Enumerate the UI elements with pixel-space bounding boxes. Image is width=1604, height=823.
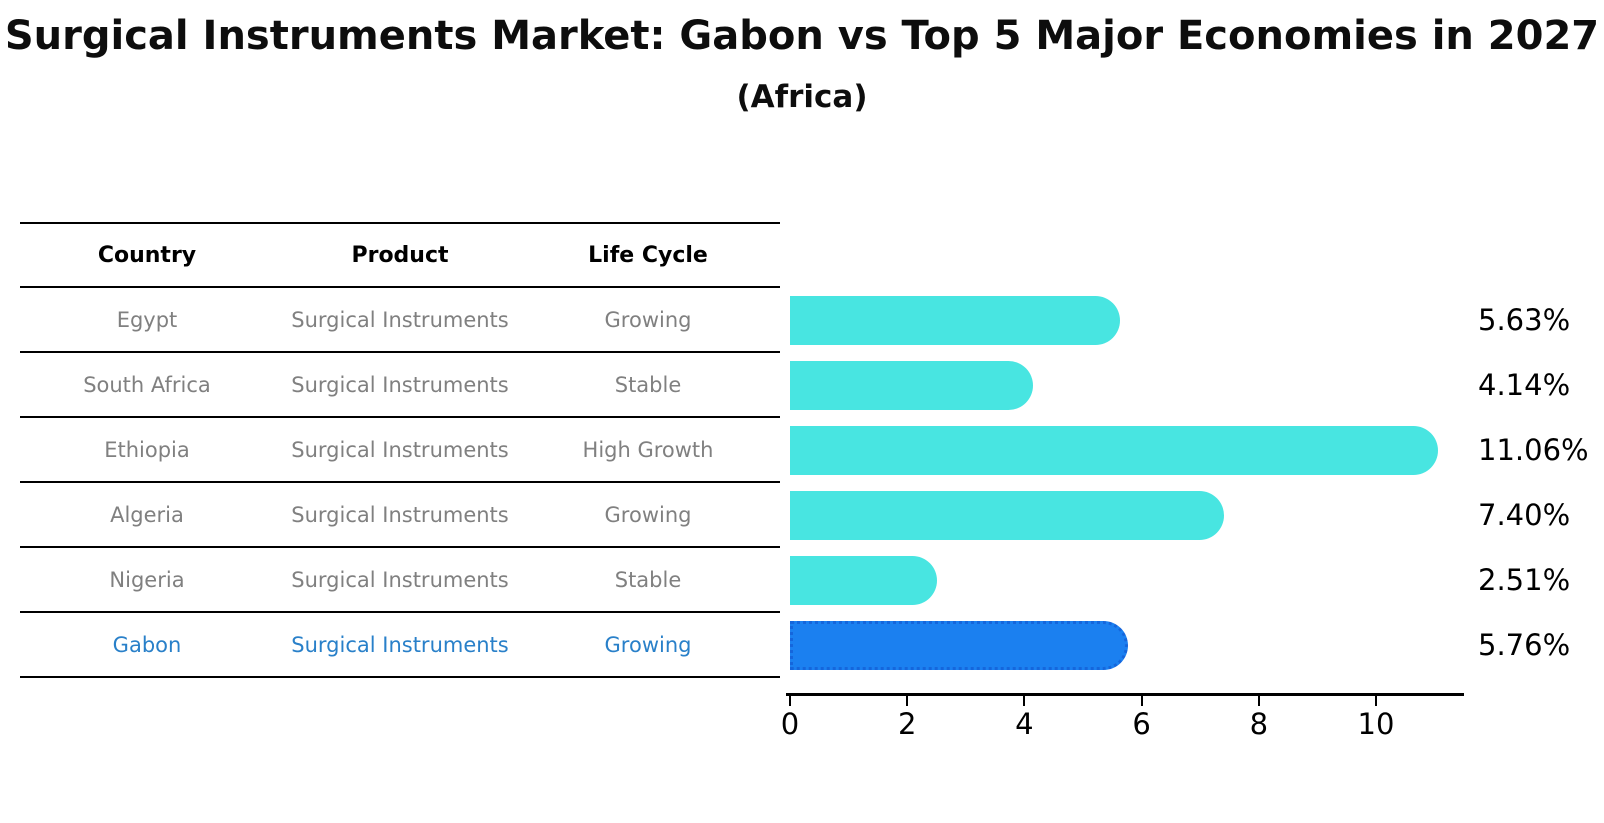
chart-title: Surgical Instruments Market: Gabon vs To…	[4, 13, 1600, 59]
x-tick-6	[1140, 696, 1143, 706]
cell-life-cycle-ethiopia: High Growth	[582, 437, 714, 462]
table-row-egypt: Egypt Surgical Instruments Growing	[20, 288, 780, 353]
bar-row-algeria: 7.40%	[790, 483, 1604, 548]
cell-life-cycle-gabon: Growing	[604, 632, 692, 657]
bar-row-egypt: 5.63%	[790, 288, 1604, 353]
chart-subtitle: (Africa)	[736, 79, 868, 115]
cell-country-ethiopia: Ethiopia	[104, 437, 190, 462]
value-label-ethiopia: 11.06%	[1478, 433, 1589, 467]
value-label-algeria: 7.40%	[1478, 498, 1571, 532]
bar-row-ethiopia: 11.06%	[790, 418, 1604, 483]
cell-life-cycle-south-africa: Stable	[614, 372, 682, 397]
bar-south-africa	[790, 361, 1033, 410]
x-tick-label-2: 2	[897, 707, 917, 741]
cell-country-south-africa: South Africa	[83, 372, 211, 397]
table-row-ethiopia: Ethiopia Surgical Instruments High Growth	[20, 418, 780, 483]
table-row-south-africa: South Africa Surgical Instruments Stable	[20, 353, 780, 418]
bar-row-south-africa: 4.14%	[790, 353, 1604, 418]
cell-country-gabon: Gabon	[112, 632, 182, 657]
value-label-south-africa: 4.14%	[1478, 368, 1571, 402]
x-axis-line	[786, 693, 1464, 696]
cell-product-gabon: Surgical Instruments	[291, 632, 509, 657]
cell-country-nigeria: Nigeria	[109, 567, 185, 592]
bar-ethiopia	[790, 426, 1439, 475]
bar-plot: 0 2 4 6 8 10 5.63% 4.14% 11.06% 7.40% 2.51% 5.76%	[781, 288, 1604, 758]
bar-algeria	[790, 491, 1224, 540]
bar-row-nigeria: 2.51%	[790, 548, 1604, 613]
x-tick-label-4: 4	[1015, 707, 1034, 741]
cell-life-cycle-algeria: Growing	[604, 502, 692, 527]
header-product: Product	[351, 242, 449, 268]
cell-product-ethiopia: Surgical Instruments	[291, 437, 509, 462]
x-tick-label-10: 10	[1357, 707, 1395, 741]
x-tick-2	[906, 696, 909, 706]
table-body: Egypt Surgical Instruments Growing South Af…	[20, 288, 780, 678]
x-tick-0	[789, 696, 791, 706]
value-label-nigeria: 2.51%	[1478, 563, 1571, 597]
x-tick-10	[1375, 696, 1377, 706]
x-tick-label-6: 6	[1132, 707, 1151, 741]
x-tick-label-8: 8	[1249, 707, 1269, 741]
bar-gabon	[790, 621, 1128, 670]
x-tick-8	[1257, 696, 1260, 706]
table-row-gabon: Gabon Surgical Instruments Growing	[20, 613, 780, 678]
x-tick-label-0: 0	[780, 707, 800, 741]
cell-product-south-africa: Surgical Instruments	[291, 372, 509, 397]
bar-egypt	[790, 296, 1120, 345]
table-row-nigeria: Nigeria Surgical Instruments Stable	[20, 548, 780, 613]
cell-product-egypt: Surgical Instruments	[291, 307, 509, 332]
cell-product-algeria: Surgical Instruments	[291, 502, 509, 527]
cell-country-egypt: Egypt	[116, 307, 178, 332]
table-row-algeria: Algeria Surgical Instruments Growing	[20, 483, 780, 548]
cell-life-cycle-nigeria: Stable	[614, 567, 682, 592]
header-life-cycle: Life Cycle	[588, 242, 708, 268]
bar-nigeria	[790, 556, 938, 605]
bar-row-gabon: 5.76%	[790, 613, 1604, 678]
country-table: Country Product Life Cycle Egypt Surgical…	[20, 222, 780, 678]
cell-country-algeria: Algeria	[110, 502, 184, 527]
value-label-gabon: 5.76%	[1478, 628, 1571, 662]
value-label-egypt: 5.63%	[1478, 303, 1571, 337]
table-header: Country Product Life Cycle	[20, 222, 780, 288]
x-tick-4	[1023, 696, 1026, 706]
cell-life-cycle-egypt: Growing	[604, 307, 692, 332]
cell-product-nigeria: Surgical Instruments	[291, 567, 509, 592]
header-country: Country	[97, 242, 197, 268]
